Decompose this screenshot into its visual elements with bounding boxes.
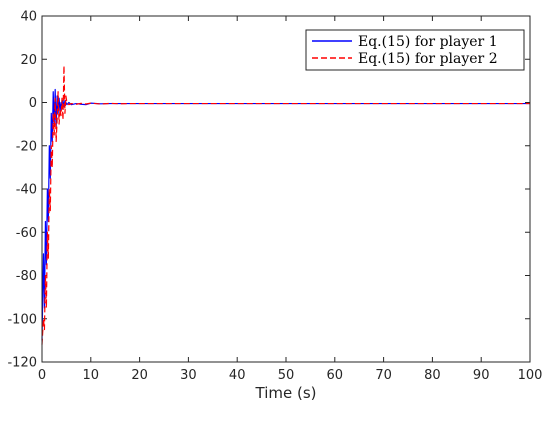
x-tick-label: 20 (131, 368, 148, 383)
x-axis-title: Time (s) (255, 384, 317, 402)
x-tick-label: 40 (229, 368, 246, 383)
x-tick-label: 10 (83, 368, 100, 383)
plot-frame (41, 15, 531, 363)
legend-label-player-2: Eq.(15) for player 2 (358, 51, 498, 67)
y-tick-label: 40 (20, 10, 37, 25)
x-tick-label: 50 (278, 368, 295, 383)
y-tick-label: -100 (7, 312, 37, 327)
legend: Eq.(15) for player 1Eq.(15) for player 2 (305, 29, 525, 71)
y-tick-label: -80 (16, 269, 37, 284)
legend-label-player-1: Eq.(15) for player 1 (358, 34, 498, 50)
x-tick-label: 30 (180, 368, 197, 383)
y-tick-label: -120 (7, 356, 37, 371)
y-tick-label: 20 (20, 53, 37, 68)
y-tick-label: -60 (16, 226, 37, 241)
series-line-player-1 (41, 88, 530, 341)
x-tick-label: 90 (473, 368, 490, 383)
x-axis-ticks: 0 10 20 30 40 50 60 70 80 90 100 (38, 16, 543, 383)
y-tick-label: -40 (16, 183, 37, 198)
x-tick-label: 80 (424, 368, 441, 383)
x-tick-label: 60 (327, 368, 344, 383)
series-layer (41, 65, 530, 345)
legend-box (305, 29, 525, 71)
y-axis-ticks: -120 -100 -80 -60 -40 -20 0 20 40 (7, 10, 530, 371)
y-tick-label: 0 (29, 96, 37, 111)
y-tick-label: -20 (16, 139, 37, 154)
x-tick-label: 100 (518, 368, 543, 383)
x-tick-label: 70 (375, 368, 392, 383)
series-line-player-2 (41, 65, 530, 345)
x-tick-label: 0 (38, 368, 46, 383)
